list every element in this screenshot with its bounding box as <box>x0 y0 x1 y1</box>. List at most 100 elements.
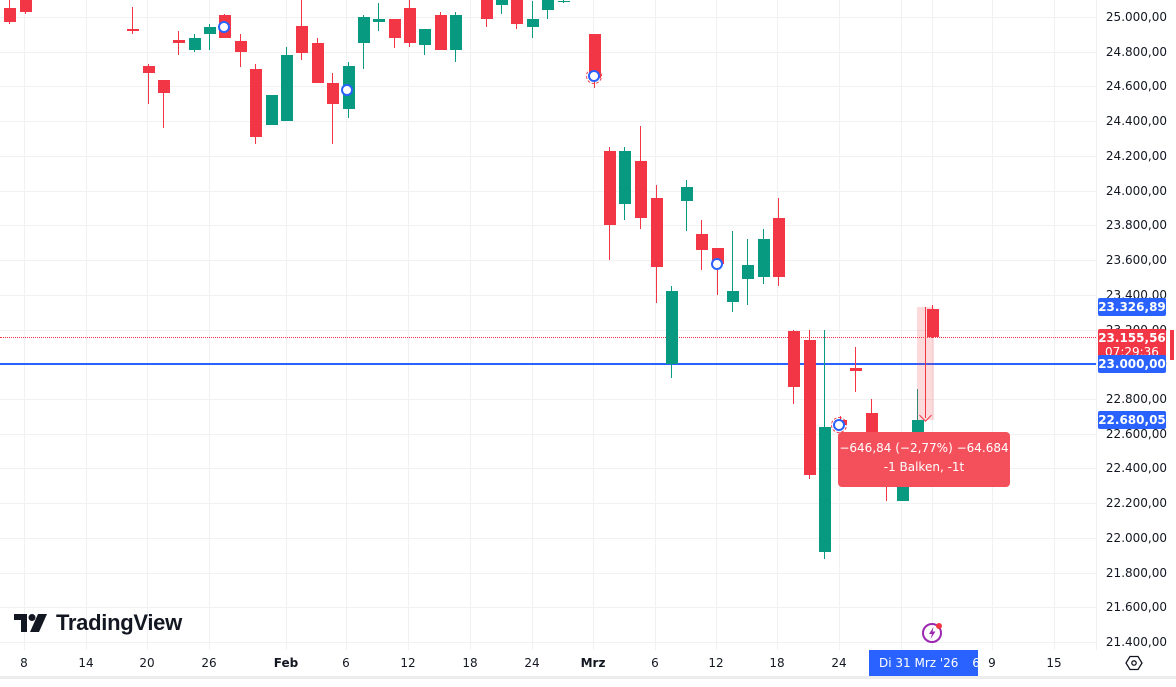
gridline-horizontal <box>0 295 1096 296</box>
candle-up <box>495 0 508 5</box>
candle-down <box>3 8 16 23</box>
event-marker-icon[interactable] <box>341 84 353 96</box>
candle-down <box>510 0 523 24</box>
candle-down <box>849 367 862 372</box>
price-tick-label: 22.200,00 <box>1105 496 1167 511</box>
gridline-horizontal <box>0 225 1096 226</box>
candle-down <box>650 197 663 267</box>
candle-down <box>19 0 32 12</box>
gridline-horizontal <box>0 330 1096 331</box>
gridline-vertical <box>1054 0 1055 650</box>
last-price-edge-marker <box>1170 330 1174 361</box>
time-tick-label: 8 <box>20 656 28 670</box>
price-tick-label: 21.800,00 <box>1105 565 1167 580</box>
candle-down <box>326 82 339 104</box>
gridline-vertical <box>346 0 347 650</box>
time-axis[interactable]: 8 14 20 26 Feb 6 12 18 24 Mrz 6 12 18 24 9 15 Di 31 Mrz… <box>0 650 1176 676</box>
candle-down <box>157 79 170 94</box>
event-marker-icon[interactable] <box>831 417 847 433</box>
price-tick-label: 24.800,00 <box>1105 44 1167 59</box>
candle-up <box>618 150 631 205</box>
price-tick-label: 25.000,00 <box>1105 10 1167 24</box>
gridline-horizontal <box>0 121 1096 122</box>
candle-wick <box>163 79 164 129</box>
candle-down <box>803 339 816 476</box>
measure-arrow-line <box>925 307 926 418</box>
gridline-horizontal <box>0 156 1096 157</box>
gridline-horizontal <box>0 17 1096 18</box>
logo-text: TradingView <box>56 610 182 635</box>
gridline-horizontal <box>0 399 1096 400</box>
candle-down <box>434 15 447 50</box>
price-tick-label: 24.000,00 <box>1105 183 1167 198</box>
candle-up <box>188 37 201 50</box>
candle-down <box>126 29 139 31</box>
gridline-vertical <box>593 0 594 650</box>
price-tick-label: 24.200,00 <box>1105 148 1167 163</box>
gridline-horizontal <box>0 52 1096 53</box>
gridline-horizontal <box>0 538 1096 539</box>
candle-wick <box>378 3 379 31</box>
candle-down <box>295 25 308 54</box>
crosshair-date: Di 31 Mrz '26 <box>879 656 959 670</box>
gridline-vertical <box>408 0 409 650</box>
horizontal-line-23000[interactable] <box>0 363 1096 366</box>
crosshair-trailing-label: 6 <box>972 656 980 670</box>
gridline-horizontal <box>0 434 1096 435</box>
candle-down <box>249 69 262 137</box>
time-tick-label: 20 <box>139 656 155 670</box>
gridline-vertical <box>86 0 87 650</box>
gridline-horizontal <box>0 86 1096 87</box>
candle-down <box>311 43 324 83</box>
candle-down <box>388 18 401 38</box>
candle-down <box>480 0 493 19</box>
event-marker-icon[interactable] <box>586 68 602 84</box>
gridline-vertical <box>470 0 471 650</box>
tradingview-logo[interactable]: TradingView <box>14 610 182 636</box>
candle-up <box>449 15 462 50</box>
candle-wick <box>132 6 133 35</box>
time-tick-label: 9 <box>988 656 996 670</box>
price-tick-label: 22.800,00 <box>1105 391 1167 406</box>
price-tick-label: 23.400,00 <box>1105 287 1167 302</box>
price-pane[interactable]: −646,84 (−2,77%) −64.684 -1 Balken, -1t … <box>0 0 1096 650</box>
candle-down <box>695 234 708 250</box>
price-tick-label: 22.000,00 <box>1105 530 1167 545</box>
candle-down <box>588 34 601 78</box>
candle-wick <box>686 180 687 231</box>
event-marker-icon[interactable] <box>218 21 230 33</box>
candle-up <box>265 95 278 125</box>
time-tick-label: 6 <box>651 656 659 670</box>
candle-down <box>142 65 155 73</box>
price-tick-label: 22.400,00 <box>1105 461 1167 476</box>
candle-wick <box>332 72 333 144</box>
time-tick-label: 26 <box>201 656 217 670</box>
candle-wick <box>501 0 502 14</box>
chart-settings-icon[interactable] <box>1125 654 1143 672</box>
gridline-horizontal <box>0 191 1096 192</box>
time-tick-label: 24 <box>831 656 847 670</box>
time-tick-label: 6 <box>342 656 350 670</box>
candle-down <box>403 8 416 44</box>
range-bottom-price-tag: 22.680,05 <box>1098 410 1166 429</box>
gridline-horizontal <box>0 573 1096 574</box>
gridline-vertical <box>532 0 533 650</box>
measure-tooltip: −646,84 (−2,77%) −64.684 -1 Balken, -1t <box>838 432 1010 487</box>
price-axis[interactable]: 25.000,00 24.800,00 24.600,00 24.400,00 24.2… <box>1096 0 1176 650</box>
time-tick-label: 18 <box>462 656 478 670</box>
gridline-vertical <box>777 0 778 650</box>
gridline-vertical <box>147 0 148 650</box>
time-tick-label: 18 <box>769 656 785 670</box>
gridline-horizontal <box>0 607 1096 608</box>
gridline-vertical <box>992 0 993 650</box>
gridline-vertical <box>24 0 25 650</box>
event-marker-icon[interactable] <box>711 258 723 270</box>
time-tick-label: 24 <box>524 656 540 670</box>
measure-price-change: −646,84 (−2,77%) −64.684 <box>839 441 1009 455</box>
candle-up <box>726 291 739 302</box>
tradingview-logo-icon <box>14 614 47 632</box>
horizontal-line-price-tag[interactable]: 23.000,00 <box>1098 355 1166 374</box>
flash-alert-icon[interactable] <box>920 620 946 646</box>
candle-wick <box>209 23 210 50</box>
